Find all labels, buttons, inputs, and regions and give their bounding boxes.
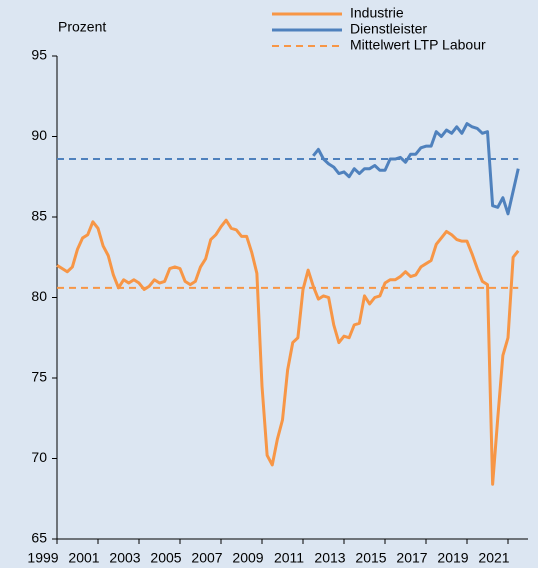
- x-tick-label: 2019: [437, 550, 468, 566]
- legend-label: Industrie: [350, 5, 404, 21]
- x-tick-label: 2005: [150, 550, 181, 566]
- legend-label: Mittelwert LTP Labour: [350, 37, 486, 53]
- x-tick-label: 2011: [274, 550, 304, 566]
- y-axis-label: Prozent: [58, 19, 106, 35]
- y-tick-label: 90: [31, 127, 47, 143]
- y-tick-label: 95: [31, 47, 47, 63]
- x-tick-label: 2013: [314, 550, 345, 566]
- legend-label: Dienstleister: [350, 21, 427, 37]
- y-tick-label: 65: [31, 530, 47, 546]
- series-line: [56, 218, 520, 486]
- x-tick-label: 2003: [109, 550, 140, 566]
- y-tick-label: 75: [31, 369, 47, 385]
- y-tick-label: 80: [31, 288, 47, 304]
- x-tick-label: 2007: [191, 550, 222, 566]
- x-tick-label: 1999: [27, 550, 58, 566]
- x-tick-label: 2009: [232, 550, 263, 566]
- y-tick-label: 85: [31, 208, 47, 224]
- x-tick-label: 2021: [478, 550, 509, 566]
- x-tick-label: 2017: [396, 550, 427, 566]
- x-tick-label: 2015: [355, 550, 386, 566]
- series-line: [312, 122, 520, 216]
- x-tick-label: 2001: [68, 550, 99, 566]
- y-tick-label: 70: [31, 449, 47, 465]
